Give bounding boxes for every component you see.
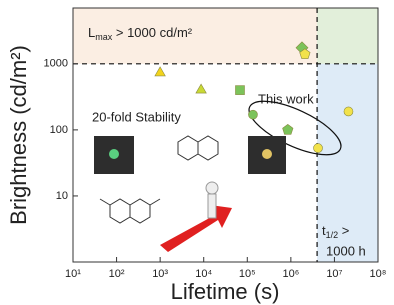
this-work-ellipse — [248, 100, 342, 156]
x-tick-label: 10⁴ — [195, 268, 212, 280]
t-symbol: t — [322, 223, 326, 238]
lmax-rest: > 1000 cd/m² — [112, 25, 193, 40]
t-rest: > — [338, 223, 349, 238]
plot-frame — [72, 7, 379, 263]
x-tick-label: 10⁶ — [282, 268, 299, 280]
arrow-icon — [160, 205, 232, 252]
data-point — [248, 109, 258, 120]
x-tick-label: 10¹ — [65, 268, 81, 280]
data-point — [299, 48, 311, 59]
x-tick-label: 10³ — [152, 268, 168, 280]
region — [317, 8, 378, 64]
y-tick-label: 100 — [50, 124, 68, 136]
regions — [73, 8, 378, 263]
t-sub: 1/2 — [326, 230, 339, 240]
x-tick-label: 10⁵ — [239, 268, 256, 280]
x-tick-label: 10² — [109, 268, 125, 280]
data-point — [195, 83, 207, 94]
data-point — [313, 143, 323, 153]
stability-note: 20-fold Stability — [92, 109, 181, 124]
region — [317, 63, 378, 263]
y-tick-label: 1000 — [44, 58, 68, 70]
t-half-note: t1/2 > — [322, 223, 349, 240]
t-half-note-2: 1000 h — [326, 243, 366, 258]
x-axis-title: Lifetime (s) — [171, 279, 280, 304]
led-glow — [262, 149, 272, 159]
data-point — [235, 85, 245, 95]
lmax-note: Lmax > 1000 cd/m² — [88, 25, 193, 42]
data-point — [154, 66, 166, 77]
figure-icon — [207, 193, 217, 219]
data-point — [282, 124, 294, 135]
data-point — [343, 106, 354, 117]
figure-icon — [205, 181, 219, 195]
led-glow — [109, 149, 119, 159]
y-axis-title: Brightness (cd/m²) — [6, 45, 31, 225]
lmax-sub: max — [95, 32, 113, 42]
lmax-symbol: L — [88, 25, 95, 40]
this-work-note: This work — [258, 91, 314, 106]
molecule — [99, 135, 219, 224]
y-tick-label: 10 — [56, 190, 68, 202]
region — [73, 8, 318, 64]
x-tick-label: 10⁷ — [326, 268, 342, 280]
x-tick-label: 10⁸ — [370, 268, 387, 280]
